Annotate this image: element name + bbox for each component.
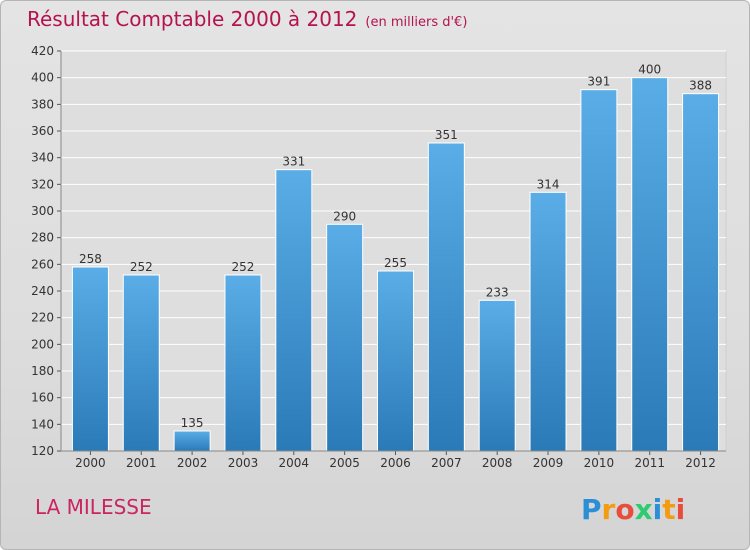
x-tick-label: 2003 (228, 456, 259, 470)
x-tick-label: 2000 (75, 456, 106, 470)
y-tick-label: 220 (31, 311, 54, 325)
y-tick-label: 140 (31, 417, 54, 431)
y-tick-label: 320 (31, 177, 54, 191)
x-tick-label: 2008 (482, 456, 513, 470)
x-axis: 2000 2001 2002 2003 2004 2005 2006 2007 2008 2009… (61, 450, 726, 470)
x-tick-label: 2009 (533, 456, 564, 470)
x-tick-label: 2002 (177, 456, 208, 470)
bar-2001 (122, 274, 160, 452)
svg-text:Proxiti: Proxiti (581, 493, 685, 526)
x-tick-label: 2004 (279, 456, 310, 470)
y-tick-label: 260 (31, 257, 54, 271)
bar-2009 (529, 191, 567, 452)
chart-title-text: Résultat Comptable 2000 à 2012 (27, 7, 358, 31)
data-label: 331 (282, 155, 305, 169)
bar-2008 (478, 299, 516, 452)
bar-2003 (224, 274, 262, 452)
x-tick-label: 2005 (329, 456, 360, 470)
proxiti-logo: Proxiti (581, 493, 685, 526)
y-axis: 120 140 160 180 200 220 240 260 280 300 320 340 360 3… (31, 44, 62, 458)
bar-2011 (631, 77, 669, 452)
bar-2005 (326, 223, 364, 452)
data-label: 258 (79, 252, 102, 266)
y-tick-label: 200 (31, 337, 54, 351)
chart-title: Résultat Comptable 2000 à 2012 (en millie… (27, 7, 467, 31)
data-label: 351 (435, 128, 458, 142)
y-tick-label: 400 (31, 71, 54, 85)
bar-2012 (682, 93, 720, 452)
x-tick-label: 2011 (634, 456, 665, 470)
y-tick-label: 300 (31, 204, 54, 218)
data-label: 252 (232, 260, 255, 274)
x-tick-label: 2007 (431, 456, 462, 470)
bar-2004 (275, 169, 313, 452)
y-tick-label: 180 (31, 364, 54, 378)
y-tick-label: 160 (31, 391, 54, 405)
bar-2006 (377, 270, 414, 452)
data-label: 135 (181, 416, 204, 430)
data-label: 400 (638, 63, 661, 77)
bar-2007 (427, 142, 465, 452)
commune-name: LA MILESSE (35, 495, 152, 519)
y-tick-label: 380 (31, 97, 54, 111)
x-tick-label: 2006 (380, 456, 411, 470)
x-tick-label: 2001 (126, 456, 157, 470)
bars: 258 252 135 252 331 290 255 351 233 314 391 400 388 (71, 63, 720, 452)
data-label: 233 (486, 285, 509, 299)
y-tick-label: 120 (31, 444, 54, 458)
y-tick-label: 360 (31, 124, 54, 138)
y-tick-label: 280 (31, 231, 54, 245)
y-tick-label: 240 (31, 284, 54, 298)
y-tick-label: 420 (31, 44, 54, 58)
bar-2000 (71, 266, 109, 452)
data-label: 388 (689, 79, 712, 93)
data-label: 252 (130, 260, 153, 274)
data-label: 391 (587, 75, 610, 89)
y-tick-label: 340 (31, 151, 54, 165)
data-label: 255 (384, 256, 407, 270)
chart-subtitle: (en milliers d'€) (365, 15, 468, 30)
data-label: 290 (333, 209, 356, 223)
bar-2010 (580, 89, 618, 452)
x-tick-label: 2012 (685, 456, 716, 470)
data-label: 314 (537, 177, 560, 191)
x-tick-label: 2010 (584, 456, 615, 470)
bar-2002 (173, 430, 211, 452)
